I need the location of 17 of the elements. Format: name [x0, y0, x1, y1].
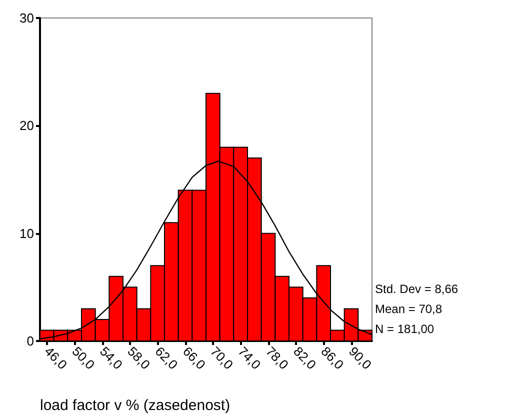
x-tick-label: 90,0 [346, 344, 374, 372]
x-tick-label: 86,0 [318, 344, 347, 372]
text: Std. Dev = 8,66 [375, 282, 458, 296]
x-tick-label: 46,0 [42, 344, 70, 372]
y-tick-label: 0 [26, 334, 34, 348]
x-axis-title: load factor v % (zasedenost) [40, 397, 230, 414]
x-tick-label: 66,0 [180, 344, 208, 372]
text: Mean = 70,8 [375, 302, 442, 316]
x-tick-label: 82,0 [290, 344, 320, 372]
y-tick-label: 20 [20, 118, 34, 134]
x-tick-label: 50,0 [69, 344, 98, 372]
x-tick-label: 58,0 [124, 344, 154, 372]
y-tick-label: 30 [20, 10, 34, 26]
y-tick-label: 10 [20, 226, 34, 241]
text: N = 181,00 [375, 322, 434, 336]
x-tick-label: 62,0 [152, 344, 181, 372]
x-tick-label: 54,0 [96, 344, 126, 372]
